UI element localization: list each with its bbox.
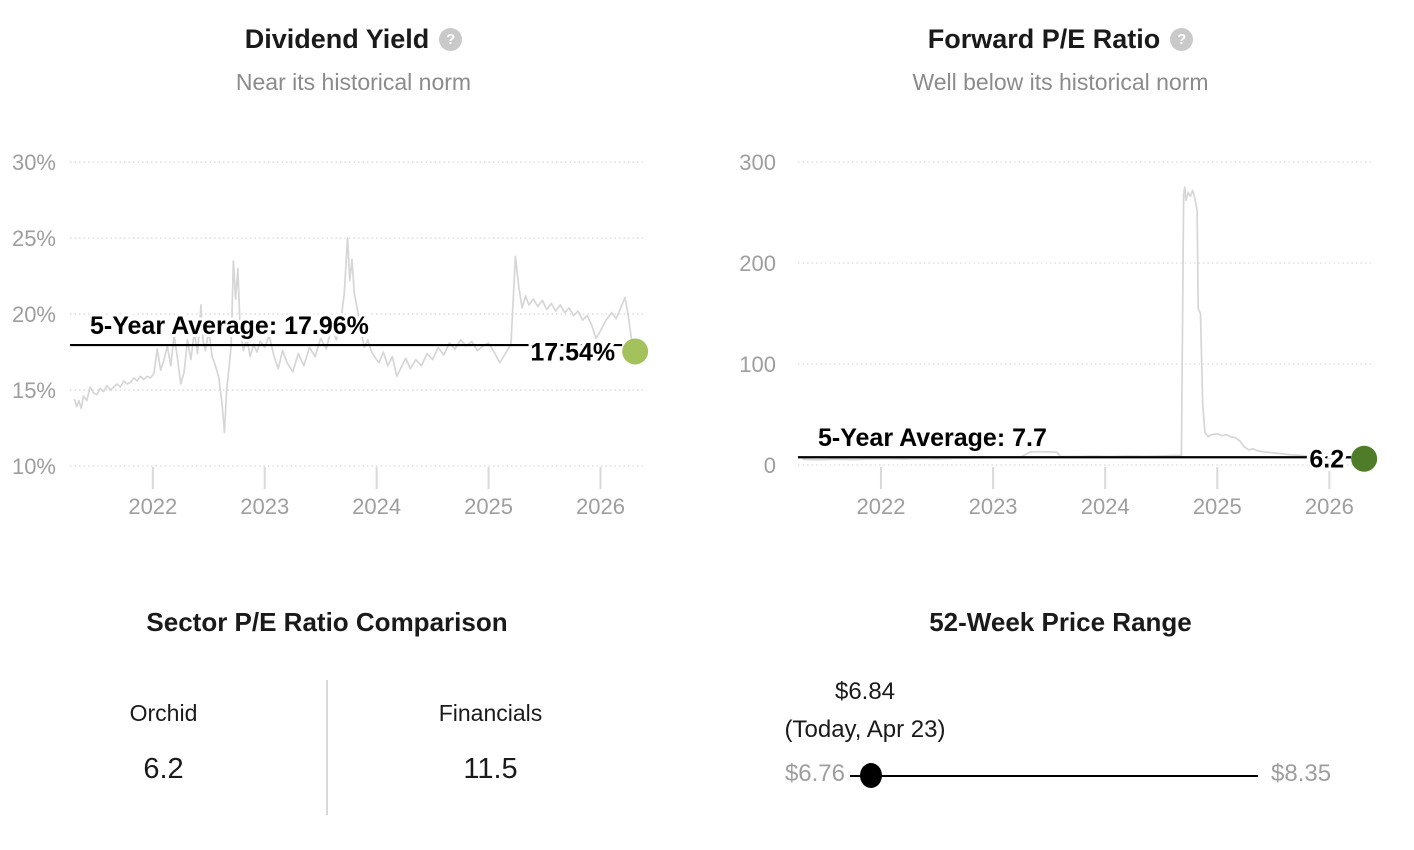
y-tick-label: 25% [12, 226, 56, 251]
y-tick-label: 100 [739, 352, 776, 377]
x-tick-label: 2025 [464, 494, 513, 519]
price-range-title: 52-Week Price Range [929, 607, 1192, 637]
forward-pe-chart[interactable]: 300 200 100 0 2022 2023 2024 2025 2026 5-Year Ave… [707, 130, 1414, 560]
y-tick-label: 200 [739, 251, 776, 276]
range-high-label: $8.35 [1271, 760, 1332, 787]
dividend-yield-chart[interactable]: 30% 25% 20% 15% 10% 2022 2023 2024 2025 2026 5-Yea… [0, 130, 707, 560]
y-tick-label: 30% [12, 150, 56, 175]
help-icon[interactable]: ? [1170, 28, 1194, 51]
price-range-track [850, 775, 1258, 777]
sector-pe-cell: Financials 11.5 [327, 680, 654, 815]
y-tick-label: 10% [12, 454, 56, 479]
y-tick-label: 0 [764, 453, 776, 478]
x-tick-label: 2022 [856, 494, 905, 519]
x-tick-label: 2026 [1305, 494, 1354, 519]
dividend-yield-title: Dividend Yield [244, 24, 430, 54]
current-value-dot[interactable] [1351, 445, 1378, 472]
sector-pe-comparison-title: Sector P/E Ratio Comparison [146, 607, 508, 637]
price-range-marker [859, 763, 882, 788]
y-tick-label: 300 [739, 150, 776, 175]
sector-label: Financials [438, 700, 543, 726]
x-tick-label: 2026 [576, 494, 625, 519]
sector-pe-value: 11.5 [463, 753, 518, 785]
company-pe-cell: Orchid 6.2 [0, 680, 327, 815]
vertical-divider [326, 680, 328, 815]
sector-pe-comparison-panel: Sector P/E Ratio Comparison Orchid 6.2 F… [0, 600, 654, 850]
current-price-date: (Today, Apr 23) [784, 716, 946, 743]
y-tick-label: 20% [12, 302, 56, 327]
x-tick-label: 2022 [128, 494, 177, 519]
forward-pe-title: Forward P/E Ratio [927, 24, 1161, 54]
y-tick-label: 15% [12, 378, 56, 403]
help-icon[interactable]: ? [439, 28, 463, 51]
average-label: 5-Year Average: 7.7 [818, 424, 1047, 452]
dividend-yield-header: Dividend Yield ? Near its historical nor… [0, 0, 707, 96]
x-tick-label: 2025 [1193, 494, 1242, 519]
x-tick-label: 2023 [969, 494, 1018, 519]
series-line [802, 186, 1365, 461]
current-price: $6.84 [834, 678, 896, 705]
x-tick-label: 2024 [1081, 494, 1130, 519]
x-tick-label: 2023 [240, 494, 289, 519]
company-pe-value: 6.2 [143, 753, 184, 785]
x-tick-label: 2024 [352, 494, 401, 519]
forward-pe-subtitle: Well below its historical norm [912, 69, 1209, 95]
average-label: 5-Year Average: 17.96% [90, 312, 369, 340]
forward-pe-header: Forward P/E Ratio ? Well below its histo… [707, 0, 1414, 96]
series-line [73, 237, 636, 434]
dividend-yield-subtitle: Near its historical norm [235, 69, 472, 95]
current-value-label: 17.54% [530, 338, 615, 366]
sector-pe-comparison-row: Orchid 6.2 Financials 11.5 [0, 680, 654, 815]
current-value-dot[interactable] [622, 338, 649, 365]
range-low-label: $6.76 [784, 760, 845, 787]
company-label: Orchid [129, 700, 198, 726]
current-value-label: 6.2 [1309, 446, 1344, 474]
price-range-panel: 52-Week Price Range $6.84 (Today, Apr 23… [707, 600, 1414, 850]
